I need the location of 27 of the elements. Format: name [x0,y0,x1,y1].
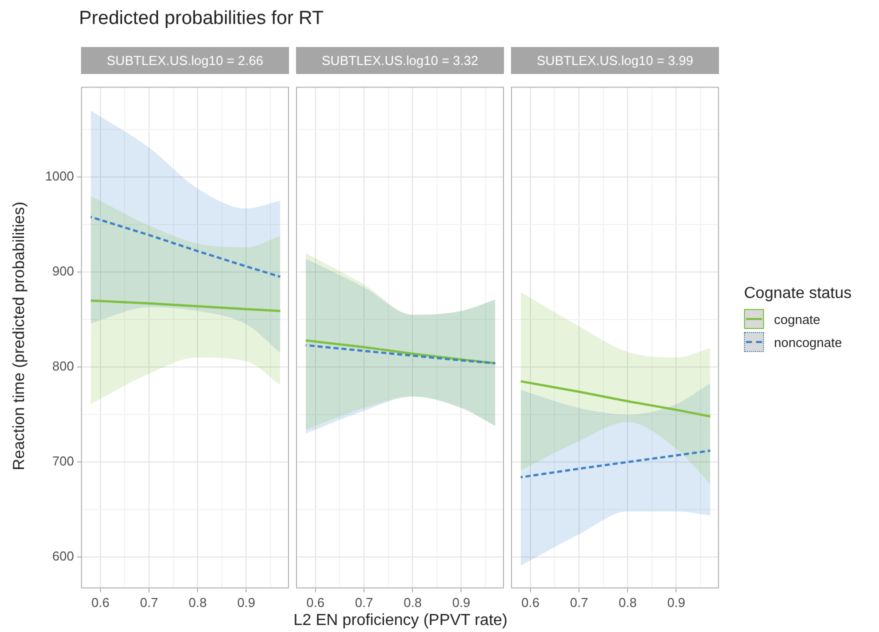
y-axis-title: Reaction time (predicted probabilities) [11,202,29,470]
x-tick-label: 0.6 [306,594,324,610]
x-tick-label: 0.6 [91,594,110,610]
y-tick-label: 900 [52,264,74,279]
legend-title: Cognate status [744,285,852,303]
x-tick-label: 0.8 [618,594,637,610]
y-tick-label: 600 [52,548,74,564]
x-tick-label: 0.8 [188,594,207,610]
x-tick-label: 0.7 [570,594,588,610]
x-tick-label: 0.9 [452,594,470,610]
x-tick-label: 0.7 [355,594,374,610]
x-tick-label: 0.6 [521,594,540,610]
chart-title: Predicted probabilities for RT [79,8,324,30]
y-tick-label: 700 [52,454,74,469]
chart-subtitle: SUBTLEX.US.log10 = 2.66 [81,47,289,74]
chart-subtitle: SUBTLEX.US.log10 = 3.32 [296,47,504,74]
x-tick-label: 0.9 [667,594,686,610]
y-tick-label: 1000 [45,168,74,184]
chart-subtitle: SUBTLEX.US.log10 = 3.99 [511,47,719,74]
x-tick-label: 0.7 [140,594,158,610]
x-tick-label: 0.9 [237,594,256,610]
line-series [90,216,282,278]
legend-label: cognate [774,312,820,326]
y-tick-label: 800 [52,358,74,374]
x-tick-label: 0.8 [404,594,422,610]
legend-label: noncognate [774,334,842,350]
x-axis-title: L2 EN proficiency (PPVT rate) [293,612,508,630]
